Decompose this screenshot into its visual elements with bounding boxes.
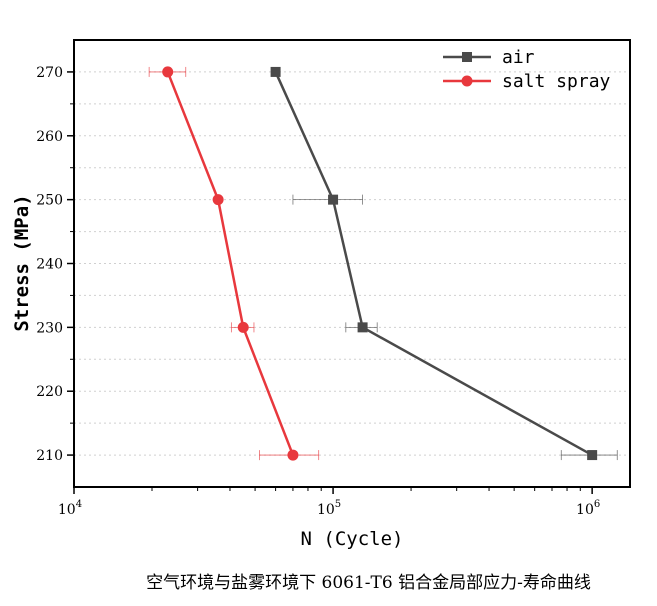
data-point <box>212 194 224 206</box>
data-point <box>357 322 368 333</box>
plot-frame <box>73 39 631 488</box>
x-tick-label: 104 <box>58 499 82 518</box>
y-tick-label: 240 <box>36 257 63 273</box>
y-tick-label: 210 <box>36 448 63 464</box>
legend-marker <box>462 52 472 62</box>
y-axis-label: Stress (MPa) <box>11 194 33 331</box>
data-point <box>587 450 598 461</box>
x-axis-ticks: 104 105 106 <box>58 487 600 518</box>
grid-lines <box>74 39 630 488</box>
stress-life-chart: 104 105 106 210 220 230 240 250 260 270 air salt … <box>11 39 631 550</box>
figure-caption: 空气环境与盐雾环境下 6061-T6 铝合金局部应力-寿命曲线 <box>146 573 591 593</box>
series-0 <box>270 66 618 461</box>
data-point <box>237 321 249 333</box>
data-point <box>287 449 299 461</box>
data-point <box>270 66 281 77</box>
series-line <box>274 71 593 457</box>
data-point <box>162 66 174 78</box>
legend-label: air <box>502 47 535 68</box>
x-tick-label: 106 <box>576 499 600 518</box>
y-tick-label: 230 <box>36 320 63 336</box>
legend-label: salt spray <box>502 71 611 92</box>
x-tick-label: 105 <box>317 499 341 518</box>
data-point <box>328 194 339 205</box>
y-axis-ticks: 210 220 230 240 250 260 270 <box>36 65 74 464</box>
y-tick-label: 250 <box>36 193 63 209</box>
x-axis-label: N (Cycle) <box>301 528 404 550</box>
legend: air salt spray <box>443 47 611 92</box>
legend-entry: air <box>443 47 535 68</box>
legend-entry: salt spray <box>443 71 611 92</box>
y-tick-label: 260 <box>36 129 63 145</box>
series-layer <box>148 66 618 461</box>
series-line <box>166 71 295 456</box>
series-1 <box>148 66 320 461</box>
legend-marker <box>461 75 473 87</box>
y-tick-label: 220 <box>36 384 63 400</box>
y-tick-label: 270 <box>36 65 63 81</box>
